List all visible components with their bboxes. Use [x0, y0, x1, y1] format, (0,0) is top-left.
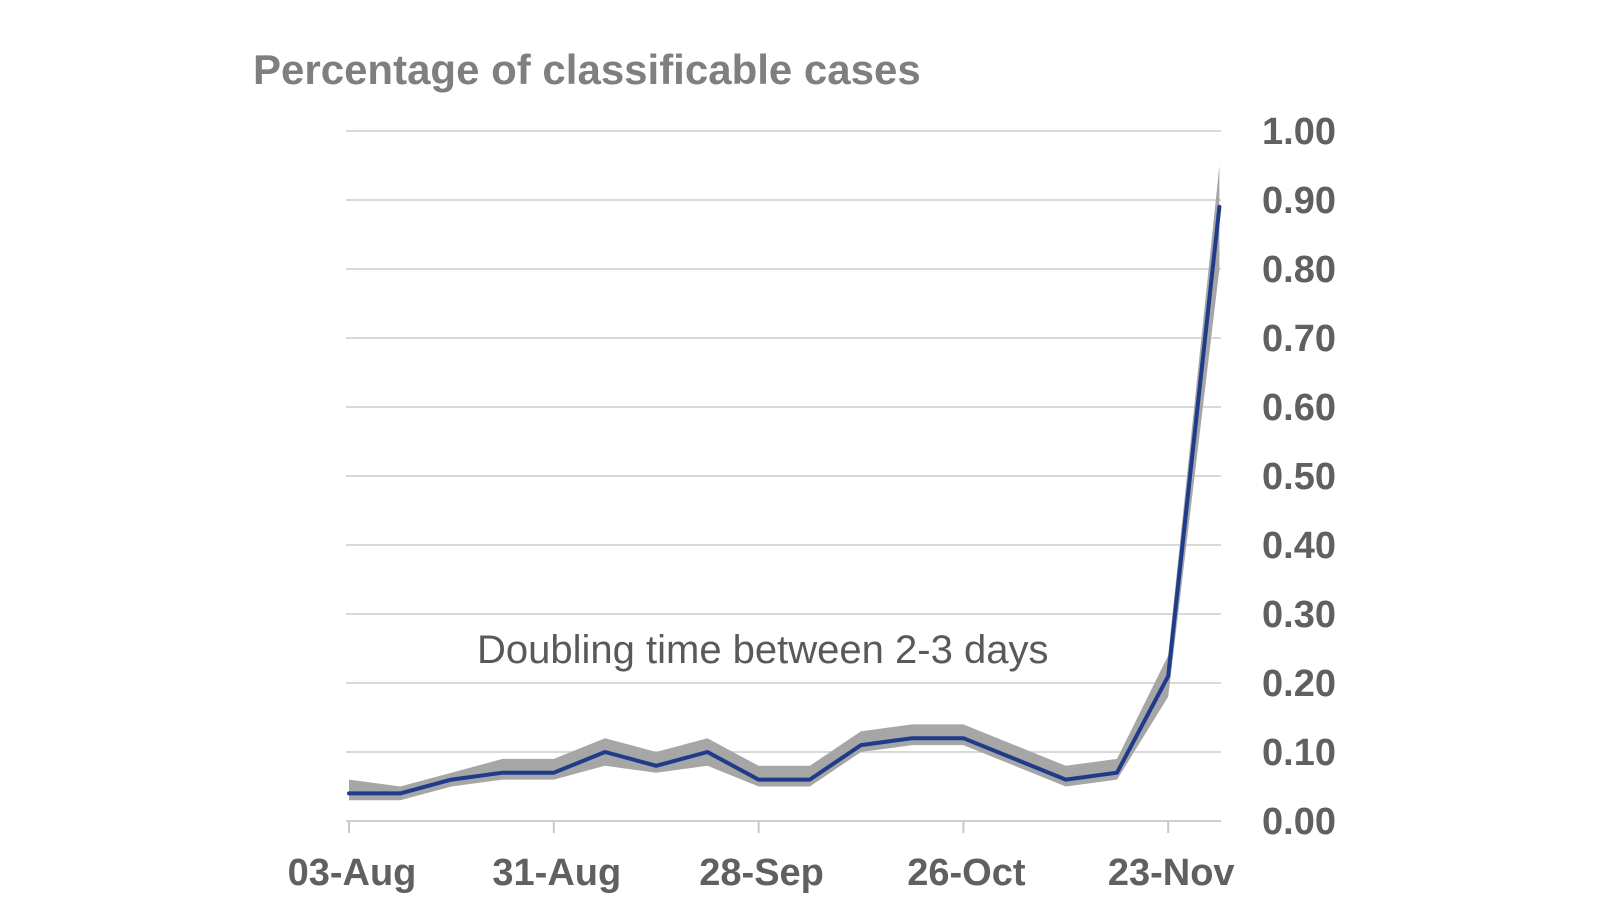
confidence-band-layer [349, 165, 1220, 801]
y-tick-label: 0.10 [1262, 732, 1336, 774]
y-tick-label: 0.50 [1262, 456, 1336, 498]
x-tick-label: 26-Oct [907, 852, 1026, 894]
x-tick-label: 23-Nov [1108, 852, 1235, 894]
doubling-time-annotation: Doubling time between 2-3 days [477, 628, 1048, 672]
series-line-layer [347, 204, 1222, 796]
y-tick-label: 0.40 [1262, 525, 1336, 567]
y-tick-label: 0.70 [1262, 318, 1336, 360]
chart-title: Percentage of classificable cases [253, 46, 921, 93]
y-tick-label: 0.80 [1262, 249, 1336, 291]
confidence-band [349, 165, 1220, 801]
series-line [347, 204, 1222, 796]
gridlines [346, 130, 1221, 753]
y-axis: 0.00 0.10 0.20 0.30 0.40 0.50 0.60 0.70 0.80 0.90… [1262, 111, 1336, 843]
x-tick-label: 03-Aug [288, 852, 417, 894]
x-axis: 03-Aug 31-Aug 28-Sep 26-Oct 23-Nov [288, 820, 1235, 894]
y-tick-label: 0.90 [1262, 180, 1336, 222]
y-tick-label: 0.30 [1262, 594, 1336, 636]
x-tick-label: 28-Sep [699, 852, 824, 894]
x-tick-label: 31-Aug [492, 852, 621, 894]
y-tick-label: 0.60 [1262, 387, 1336, 429]
y-tick-label: 1.00 [1262, 111, 1336, 153]
y-tick-label: 0.20 [1262, 663, 1336, 705]
y-tick-label: 0.00 [1262, 801, 1336, 843]
